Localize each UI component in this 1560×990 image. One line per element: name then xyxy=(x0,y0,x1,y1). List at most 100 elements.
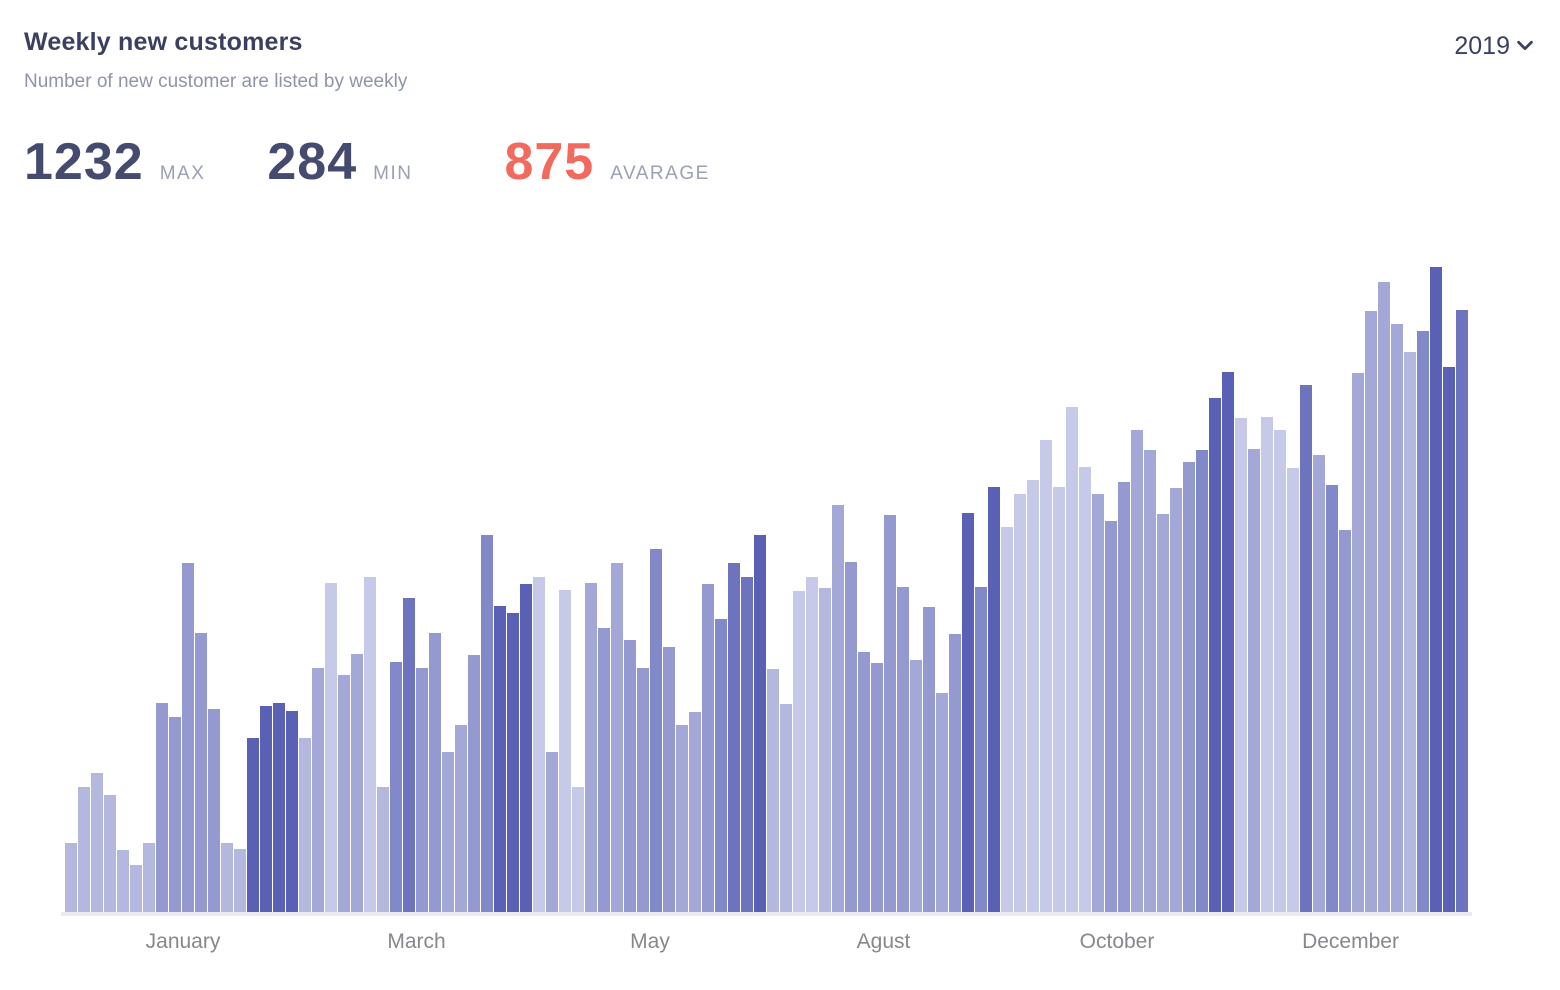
bar-week-104[interactable] xyxy=(1404,352,1416,912)
bar-week-105[interactable] xyxy=(1417,330,1429,912)
bar-week-16[interactable] xyxy=(260,706,272,912)
bar-week-46[interactable] xyxy=(650,549,662,912)
bar-week-35[interactable] xyxy=(507,612,519,912)
bar-week-94[interactable] xyxy=(1274,429,1286,912)
bar-week-3[interactable] xyxy=(91,772,103,912)
bar-week-101[interactable] xyxy=(1365,311,1377,912)
bar-week-95[interactable] xyxy=(1287,468,1299,912)
bar-week-34[interactable] xyxy=(494,605,506,912)
bar-week-86[interactable] xyxy=(1170,487,1182,912)
bar-week-19[interactable] xyxy=(299,738,311,912)
bar-week-30[interactable] xyxy=(442,752,454,912)
bar-week-43[interactable] xyxy=(611,562,623,912)
bar-week-89[interactable] xyxy=(1209,398,1221,912)
bar-week-47[interactable] xyxy=(663,646,675,912)
bar-week-11[interactable] xyxy=(195,632,207,912)
bar-week-54[interactable] xyxy=(754,535,766,912)
bar-week-67[interactable] xyxy=(923,607,935,912)
bar-week-13[interactable] xyxy=(221,842,233,912)
bar-week-44[interactable] xyxy=(624,639,636,912)
bar-week-83[interactable] xyxy=(1131,429,1143,912)
bar-week-50[interactable] xyxy=(702,584,714,912)
bar-week-69[interactable] xyxy=(949,634,961,912)
bar-week-8[interactable] xyxy=(156,702,168,912)
bar-week-1[interactable] xyxy=(65,842,77,912)
bar-week-60[interactable] xyxy=(832,504,844,912)
year-selector[interactable]: 2019 xyxy=(1454,30,1536,63)
bar-week-91[interactable] xyxy=(1235,417,1247,912)
bar-week-62[interactable] xyxy=(858,651,870,912)
bar-week-87[interactable] xyxy=(1183,461,1195,912)
bar-week-80[interactable] xyxy=(1092,494,1104,912)
bar-week-12[interactable] xyxy=(208,709,220,912)
bar-week-55[interactable] xyxy=(767,668,779,912)
bar-week-48[interactable] xyxy=(676,725,688,912)
bar-week-107[interactable] xyxy=(1443,366,1455,912)
bar-week-31[interactable] xyxy=(455,725,467,912)
bar-week-65[interactable] xyxy=(897,586,909,912)
bar-week-6[interactable] xyxy=(130,865,142,912)
bar-week-18[interactable] xyxy=(286,711,298,912)
bar-week-96[interactable] xyxy=(1300,385,1312,912)
bar-week-26[interactable] xyxy=(390,661,402,912)
bar-week-71[interactable] xyxy=(975,586,987,912)
bar-week-81[interactable] xyxy=(1105,521,1117,912)
bar-week-79[interactable] xyxy=(1079,467,1091,912)
bar-week-10[interactable] xyxy=(182,562,194,912)
bar-week-37[interactable] xyxy=(533,576,545,912)
bar-week-90[interactable] xyxy=(1222,371,1234,912)
bar-week-22[interactable] xyxy=(338,675,350,912)
bar-week-41[interactable] xyxy=(585,583,597,912)
bar-week-45[interactable] xyxy=(637,668,649,912)
bar-week-73[interactable] xyxy=(1001,526,1013,912)
bar-week-58[interactable] xyxy=(806,576,818,912)
bar-week-17[interactable] xyxy=(273,702,285,912)
bar-week-33[interactable] xyxy=(481,535,493,912)
bar-week-27[interactable] xyxy=(403,598,415,912)
bar-week-25[interactable] xyxy=(377,786,389,912)
bar-week-20[interactable] xyxy=(312,668,324,912)
bar-week-84[interactable] xyxy=(1144,449,1156,912)
bar-week-21[interactable] xyxy=(325,583,337,912)
bar-week-85[interactable] xyxy=(1157,514,1169,912)
bar-week-92[interactable] xyxy=(1248,448,1260,912)
bar-week-4[interactable] xyxy=(104,795,116,912)
bar-week-108[interactable] xyxy=(1456,309,1468,912)
bar-week-64[interactable] xyxy=(884,514,896,912)
bar-week-72[interactable] xyxy=(988,487,1000,912)
bar-week-36[interactable] xyxy=(520,584,532,912)
bar-week-106[interactable] xyxy=(1430,267,1442,912)
bar-week-15[interactable] xyxy=(247,738,259,912)
bar-week-70[interactable] xyxy=(962,513,974,912)
bar-week-49[interactable] xyxy=(689,711,701,912)
bar-week-78[interactable] xyxy=(1066,407,1078,912)
bar-week-51[interactable] xyxy=(715,619,727,912)
bar-week-76[interactable] xyxy=(1040,439,1052,912)
bar-week-102[interactable] xyxy=(1378,282,1390,912)
bar-week-66[interactable] xyxy=(910,660,922,912)
bar-week-23[interactable] xyxy=(351,653,363,912)
bar-week-39[interactable] xyxy=(559,590,571,912)
bar-week-40[interactable] xyxy=(572,786,584,912)
bar-week-103[interactable] xyxy=(1391,323,1403,912)
bar-week-14[interactable] xyxy=(234,849,246,912)
bar-week-9[interactable] xyxy=(169,716,181,912)
bar-week-74[interactable] xyxy=(1014,494,1026,912)
bar-week-59[interactable] xyxy=(819,588,831,912)
bar-week-100[interactable] xyxy=(1352,373,1364,912)
bar-week-52[interactable] xyxy=(728,562,740,912)
bar-week-2[interactable] xyxy=(78,786,90,912)
bar-week-99[interactable] xyxy=(1339,530,1351,912)
bar-week-42[interactable] xyxy=(598,627,610,912)
bar-week-97[interactable] xyxy=(1313,455,1325,912)
bar-week-98[interactable] xyxy=(1326,485,1338,912)
bar-week-82[interactable] xyxy=(1118,482,1130,912)
bar-week-63[interactable] xyxy=(871,663,883,912)
bar-week-24[interactable] xyxy=(364,576,376,912)
bar-week-77[interactable] xyxy=(1053,487,1065,912)
bar-week-75[interactable] xyxy=(1027,480,1039,912)
bar-week-57[interactable] xyxy=(793,591,805,912)
bar-week-53[interactable] xyxy=(741,576,753,912)
bar-week-28[interactable] xyxy=(416,668,428,912)
bar-week-5[interactable] xyxy=(117,849,129,912)
